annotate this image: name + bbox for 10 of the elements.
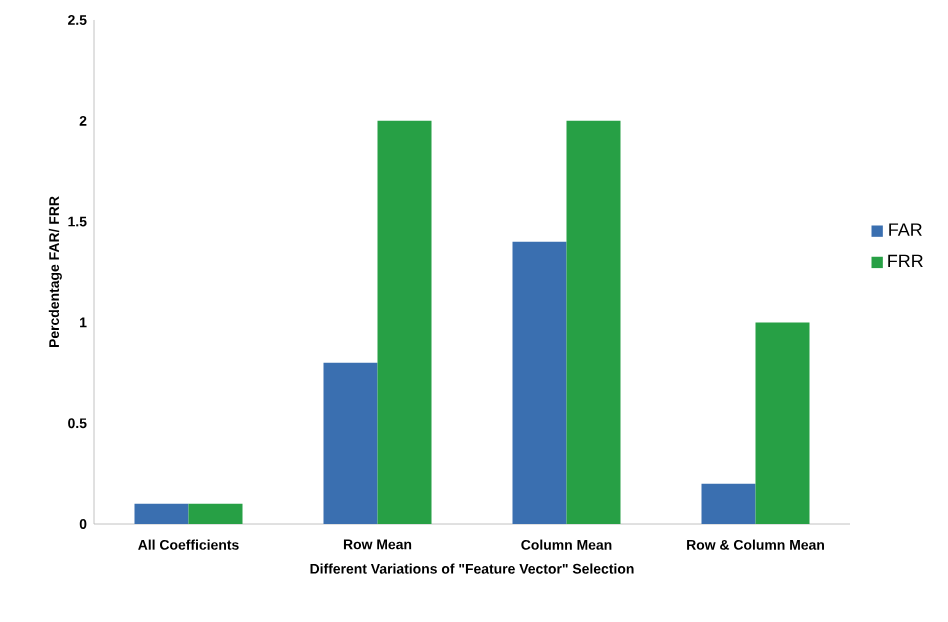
bar (323, 362, 378, 524)
bar (377, 120, 432, 524)
bar (701, 483, 756, 524)
legend-label: FAR (889, 223, 922, 236)
bar (755, 322, 810, 524)
bar (134, 503, 189, 524)
bar (188, 503, 243, 524)
bar (566, 120, 621, 524)
bar (512, 241, 567, 524)
legend-label: FRR (888, 254, 923, 268)
